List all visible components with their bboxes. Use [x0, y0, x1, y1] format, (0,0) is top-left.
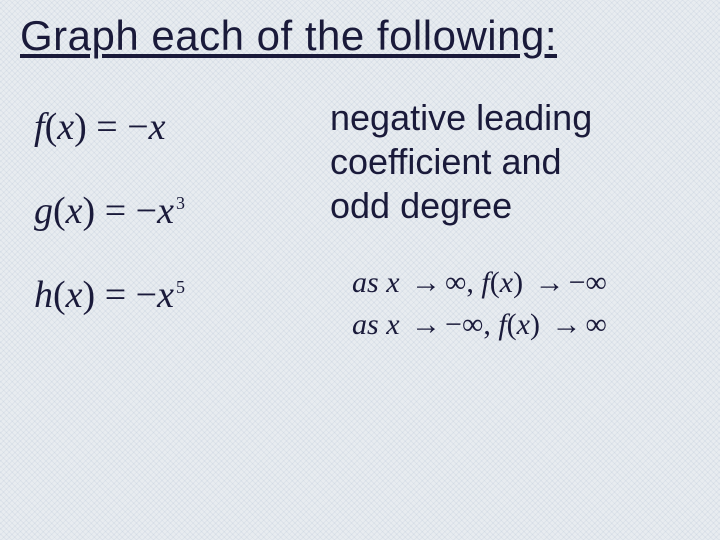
comma: ,	[483, 308, 491, 341]
fn-ref: f	[498, 308, 506, 341]
var: x	[386, 266, 399, 299]
end-behavior-row-2: as x →−∞, f(x) →∞	[352, 304, 607, 346]
arrow-icon: →	[535, 262, 565, 304]
fn-name: h	[34, 274, 53, 316]
fn-var: x	[66, 190, 83, 232]
open-paren: (	[53, 190, 66, 232]
arrow-icon: →	[411, 262, 441, 304]
description-text: negative leading coefficient and odd deg…	[330, 96, 592, 228]
comma: ,	[466, 266, 474, 299]
function-g: g(x) = −x3	[34, 192, 185, 230]
fn-var: x	[57, 106, 74, 148]
end-behavior-row-1: as x →∞, f(x) →−∞	[352, 262, 607, 304]
open-paren: (	[507, 308, 517, 341]
open-paren: (	[53, 274, 66, 316]
infinity: ∞	[445, 266, 466, 299]
close-paren: )	[83, 190, 96, 232]
open-paren: (	[45, 106, 58, 148]
close-paren: )	[83, 274, 96, 316]
arrow-icon: →	[552, 304, 582, 346]
function-h: h(x) = −x5	[34, 276, 185, 314]
var: x	[386, 308, 399, 341]
fn-name: f	[34, 106, 45, 148]
close-paren: )	[513, 266, 523, 299]
desc-line-2: coefficient and	[330, 140, 592, 184]
as-text: as	[352, 266, 379, 299]
desc-line-3: odd degree	[330, 184, 592, 228]
negative-sign: −	[127, 108, 148, 146]
equals: =	[105, 274, 136, 316]
function-f: f(x) = −x	[34, 108, 185, 146]
rhs-exp: 5	[176, 277, 185, 297]
arrow-icon: →	[411, 304, 441, 346]
as-text: as	[352, 308, 379, 341]
negative-sign: −	[569, 262, 586, 304]
infinity: ∞	[586, 308, 607, 341]
fn-ref: f	[481, 266, 489, 299]
negative-sign: −	[136, 192, 157, 230]
rhs-exp: 3	[176, 193, 185, 213]
rhs-base: x	[149, 106, 166, 148]
close-paren: )	[74, 106, 87, 148]
negative-sign: −	[136, 276, 157, 314]
close-paren: )	[530, 308, 540, 341]
var: x	[500, 266, 513, 299]
slide-title: Graph each of the following:	[20, 12, 557, 60]
infinity: ∞	[586, 266, 607, 299]
equals: =	[96, 106, 127, 148]
equals: =	[105, 190, 136, 232]
end-behavior: as x →∞, f(x) →−∞ as x →−∞, f(x) →∞	[352, 262, 607, 346]
desc-line-1: negative leading	[330, 96, 592, 140]
fn-var: x	[66, 274, 83, 316]
function-list: f(x) = −x g(x) = −x3 h(x) = −x5	[34, 108, 185, 360]
open-paren: (	[490, 266, 500, 299]
infinity: ∞	[462, 308, 483, 341]
negative-sign: −	[445, 304, 462, 346]
rhs-base: x	[157, 190, 174, 232]
var: x	[517, 308, 530, 341]
fn-name: g	[34, 190, 53, 232]
rhs-base: x	[157, 274, 174, 316]
